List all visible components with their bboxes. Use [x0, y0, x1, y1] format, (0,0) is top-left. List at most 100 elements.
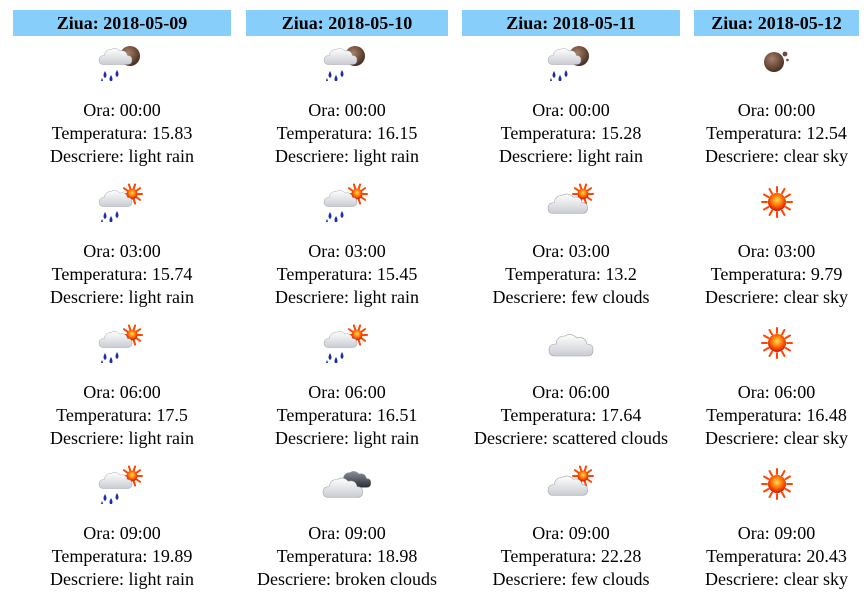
forecast-entry: Ora: 09:00 Temperatura: 20.43 Descriere: c… [694, 464, 859, 591]
cloud-icon [462, 323, 680, 363]
temperature-line-label: Temperatura: [706, 546, 807, 566]
time-line-value: 09:00 [568, 523, 610, 543]
description-line-value: clear sky [783, 569, 848, 589]
description-line-value: light rain [128, 287, 194, 307]
day-column: Ziua: 2018-05-09 Ora: 00:00 Temperatura: … [13, 10, 231, 607]
temperature-line-label: Temperatura: [706, 405, 807, 425]
forecast-entry: Ora: 00:00 Temperatura: 15.83 Descriere: l… [13, 41, 231, 168]
description-line-label: Descriere: [499, 146, 578, 166]
time-line-value: 06:00 [774, 382, 816, 402]
description-line-value: clear sky [783, 428, 848, 448]
time-line: Ora: 00:00 [694, 99, 859, 122]
temperature-line-value: 12.54 [806, 123, 847, 143]
time-line-value: 03:00 [568, 241, 610, 261]
temperature-line-value: 9.79 [810, 264, 843, 284]
temperature-line-label: Temperatura: [505, 264, 606, 284]
temperature-line: Temperatura: 17.64 [462, 404, 680, 427]
temperature-line-value: 16.15 [376, 123, 418, 143]
forecast-entry: Ora: 00:00 Temperatura: 16.15 Descriere: l… [246, 41, 448, 168]
forecast-entry: Ora: 06:00 Temperatura: 17.64 Descriere: s… [462, 323, 680, 450]
temperature-line-label: Temperatura: [276, 546, 377, 566]
description-line-label: Descriere: [705, 428, 784, 448]
description-line-label: Descriere: [275, 146, 354, 166]
time-line-label: Ora: [308, 523, 345, 543]
description-line-value: few clouds [570, 569, 650, 589]
temperature-line-label: Temperatura: [710, 264, 811, 284]
description-line-label: Descriere: [474, 428, 553, 448]
time-line: Ora: 03:00 [462, 240, 680, 263]
temperature-line: Temperatura: 15.83 [13, 122, 231, 145]
time-line-label: Ora: [83, 100, 120, 120]
description-line: Descriere: light rain [246, 286, 448, 309]
temperature-line-value: 19.89 [151, 546, 193, 566]
temperature-line-value: 15.28 [600, 123, 642, 143]
forecast-entry: Ora: 03:00 Temperatura: 13.2 Descriere: fe… [462, 182, 680, 309]
temperature-line: Temperatura: 13.2 [462, 263, 680, 286]
time-line: Ora: 06:00 [694, 381, 859, 404]
description-line-value: light rain [128, 146, 194, 166]
time-line-label: Ora: [532, 523, 569, 543]
rain-sun-icon [246, 182, 448, 222]
moon-icon [694, 41, 859, 81]
temperature-line-label: Temperatura: [56, 405, 157, 425]
description-line-label: Descriere: [492, 569, 571, 589]
temperature-line: Temperatura: 15.74 [13, 263, 231, 286]
description-line-label: Descriere: [50, 569, 129, 589]
time-line: Ora: 00:00 [246, 99, 448, 122]
temperature-line-value: 20.43 [806, 546, 847, 566]
time-line-label: Ora: [308, 382, 345, 402]
temperature-line: Temperatura: 9.79 [694, 263, 859, 286]
temperature-line: Temperatura: 22.28 [462, 545, 680, 568]
description-line: Descriere: broken clouds [246, 568, 448, 591]
temperature-line-value: 17.5 [156, 405, 188, 425]
temperature-line: Temperatura: 17.5 [13, 404, 231, 427]
temperature-line: Temperatura: 19.89 [13, 545, 231, 568]
time-line: Ora: 00:00 [462, 99, 680, 122]
temperature-line-label: Temperatura: [500, 123, 601, 143]
day-column: Ziua: 2018-05-11 Ora: 00:00 Temperatura: … [462, 10, 680, 607]
temperature-line-label: Temperatura: [276, 123, 377, 143]
time-line-value: 09:00 [774, 523, 816, 543]
time-line-value: 03:00 [119, 241, 161, 261]
time-line-value: 00:00 [568, 100, 610, 120]
rain-sun-icon [246, 323, 448, 363]
description-line-label: Descriere: [50, 428, 129, 448]
rain-moon-icon [462, 41, 680, 81]
time-line: Ora: 09:00 [694, 522, 859, 545]
time-line-value: 06:00 [568, 382, 610, 402]
time-line-label: Ora: [83, 241, 120, 261]
description-line: Descriere: few clouds [462, 568, 680, 591]
sun-icon [694, 323, 859, 363]
forecast-entry: Ora: 03:00 Temperatura: 9.79 Descriere: cl… [694, 182, 859, 309]
temperature-line: Temperatura: 16.15 [246, 122, 448, 145]
time-line-label: Ora: [737, 241, 775, 261]
few-clouds-icon [462, 182, 680, 222]
description-line: Descriere: few clouds [462, 286, 680, 309]
time-line-value: 03:00 [774, 241, 816, 261]
description-line: Descriere: clear sky [694, 427, 859, 450]
day-header: Ziua: 2018-05-10 [246, 10, 448, 36]
time-line: Ora: 06:00 [13, 381, 231, 404]
time-line-label: Ora: [308, 100, 345, 120]
description-line-label: Descriere: [50, 146, 129, 166]
temperature-line-label: Temperatura: [276, 264, 377, 284]
temperature-line-label: Temperatura: [51, 123, 152, 143]
description-line: Descriere: light rain [13, 427, 231, 450]
temperature-line-value: 15.45 [376, 264, 418, 284]
rain-moon-icon [246, 41, 448, 81]
temperature-line: Temperatura: 20.43 [694, 545, 859, 568]
forecast-entry: Ora: 09:00 Temperatura: 19.89 Descriere: l… [13, 464, 231, 591]
temperature-line-value: 13.2 [605, 264, 637, 284]
time-line-value: 09:00 [119, 523, 161, 543]
time-line-label: Ora: [532, 382, 569, 402]
temperature-line-value: 17.64 [600, 405, 642, 425]
time-line-value: 00:00 [774, 100, 816, 120]
time-line-value: 09:00 [344, 523, 386, 543]
description-line-value: clear sky [783, 287, 848, 307]
description-line-value: light rain [577, 146, 643, 166]
day-column: Ziua: 2018-05-12 Ora: 00:00 Temperatura: … [694, 10, 859, 607]
description-line: Descriere: light rain [246, 427, 448, 450]
description-line-value: clear sky [783, 146, 848, 166]
temperature-line-value: 18.98 [376, 546, 418, 566]
time-line: Ora: 03:00 [246, 240, 448, 263]
